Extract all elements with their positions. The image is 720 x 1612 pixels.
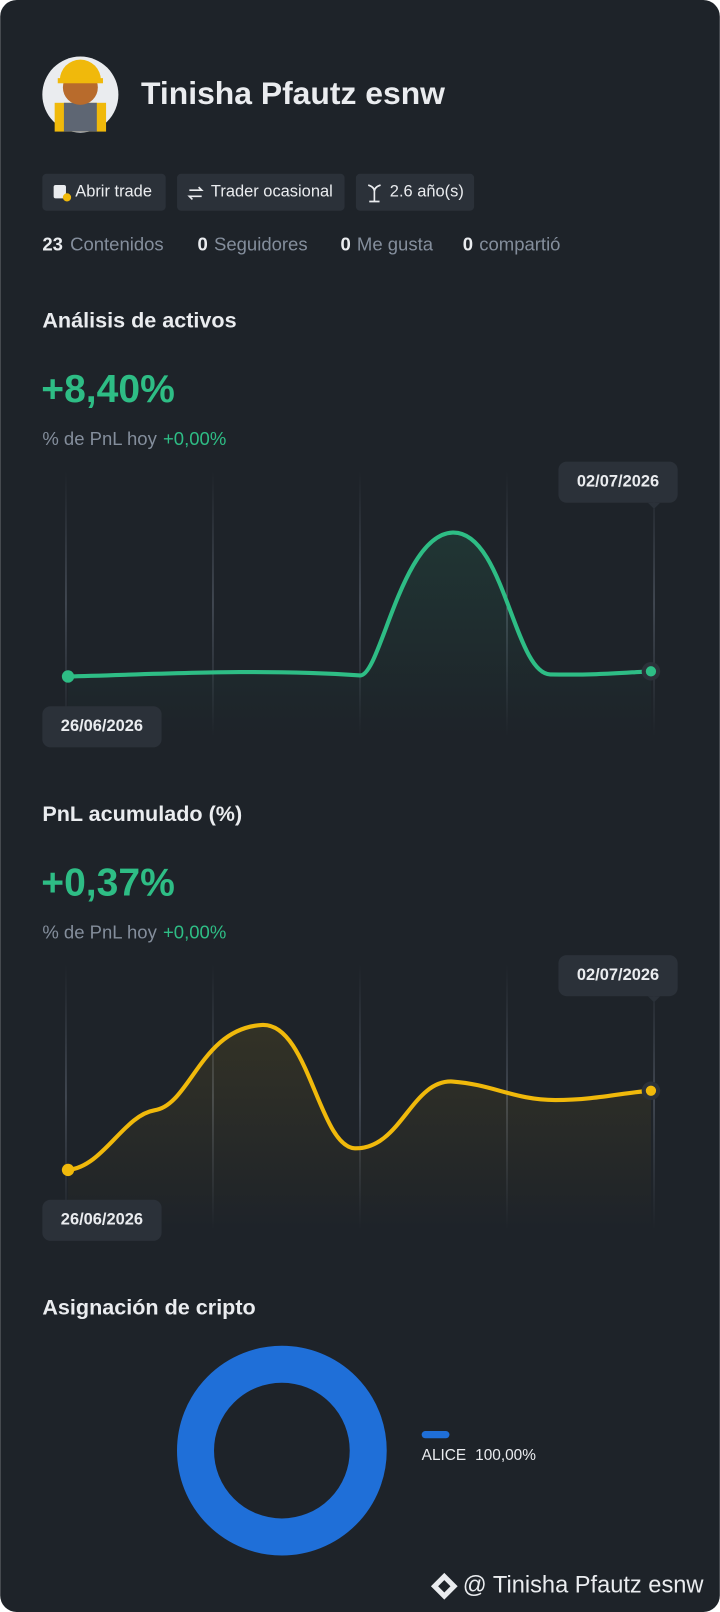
tooltip — [558, 955, 678, 997]
donut-segment — [177, 1345, 387, 1556]
avatar — [42, 56, 119, 133]
start-date: 26/06/2026 — [61, 1211, 143, 1229]
stat-label: Contenidos — [70, 234, 164, 255]
tooltip-pointer — [647, 502, 661, 509]
pnl-value: +0,37% — [41, 861, 175, 904]
stat-label: compartió — [479, 234, 560, 255]
stat-label: Seguidores — [214, 234, 308, 255]
curve — [67, 530, 652, 679]
pnl-value: +8,40% — [41, 368, 175, 411]
asset-analysis: Análisis de activos +8,40% % de PnL hoy +0,… — [41, 307, 678, 748]
area — [68, 532, 651, 736]
watermark: @ Tinisha Pfautz esnw — [430, 1573, 705, 1600]
badge: Trader ocasional — [211, 183, 333, 201]
legend-value: 100,00% — [475, 1447, 536, 1464]
v-line — [359, 470, 361, 737]
stat-value: 0 — [198, 234, 208, 255]
stats: 23 Contenidos 0 Seguidores 0 Me gusta 0 … — [42, 234, 560, 255]
tooltip-pointer — [647, 996, 661, 1003]
section-title: Asignación de cripto — [42, 1294, 255, 1319]
pnl-today: % de PnL hoy +0,00% — [42, 921, 226, 942]
profile-name: Tinisha Pfautz esnw — [141, 75, 445, 111]
v-line — [65, 964, 67, 1230]
pnl-today-value: +0,00% — [163, 428, 226, 449]
v-line — [65, 470, 67, 737]
pnl-today-value: +0,00% — [163, 921, 226, 942]
badges: Abrir trade Trader ocasional 2.6 año(s) — [42, 173, 475, 211]
v-line — [212, 470, 214, 737]
tooltip — [42, 706, 162, 748]
v-line — [359, 964, 361, 1230]
legend-name: ALICE — [422, 1447, 467, 1464]
end-date: 02/07/2026 — [577, 473, 659, 491]
pnl-today: % de PnL hoy +0,00% — [42, 428, 226, 449]
allocation-chart: ALICE 100,00% — [177, 1345, 536, 1556]
end-date: 02/07/2026 — [577, 966, 659, 984]
start-dot — [61, 670, 75, 683]
pnl-today-label: % de PnL hoy — [42, 428, 157, 449]
tooltip — [558, 461, 678, 503]
v-line — [653, 470, 655, 737]
watermark-text: @ Tinisha Pfautz esnw — [463, 1573, 705, 1599]
end-dot — [645, 666, 657, 677]
stat-value: 0 — [340, 234, 350, 255]
badge: Abrir trade — [75, 183, 152, 201]
pnl-today-label: % de PnL hoy — [42, 921, 157, 942]
section-title: PnL acumulado (%) — [42, 801, 242, 826]
start-date: 26/06/2026 — [61, 717, 143, 735]
area — [68, 1024, 651, 1229]
tooltip — [42, 1199, 162, 1241]
curve — [67, 1022, 652, 1172]
stat-value: 23 — [42, 234, 63, 255]
cumulative-pnl: PnL acumulado (%) +0,37% % de PnL hoy +0,00… — [41, 801, 678, 1241]
stat-value: 0 — [463, 234, 473, 255]
stat-label: Me gusta — [357, 234, 434, 255]
start-dot — [61, 1163, 75, 1177]
legend-swatch — [421, 1431, 450, 1439]
end-dot — [645, 1085, 657, 1096]
badge: 2.6 año(s) — [390, 183, 464, 201]
section-title: Análisis de activos — [42, 307, 236, 332]
